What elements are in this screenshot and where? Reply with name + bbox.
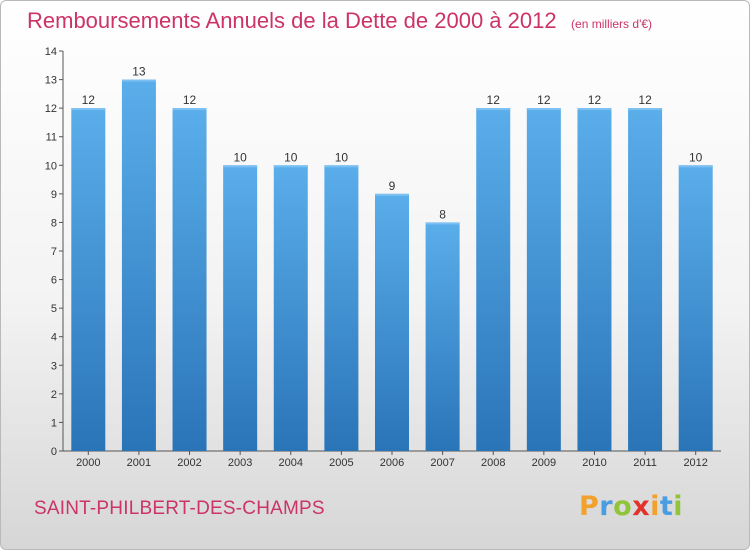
x-tick-label: 2008	[481, 457, 505, 469]
bar-value-label: 10	[689, 150, 703, 164]
y-tick-label: 4	[51, 332, 57, 344]
bar-top-edge	[324, 165, 359, 168]
bar-2008	[476, 108, 511, 452]
x-tick-label: 2003	[228, 457, 252, 469]
bar-2000	[71, 108, 106, 452]
bar-2011	[628, 108, 663, 452]
bar-top-edge	[628, 108, 663, 111]
x-tick-label: 2007	[430, 457, 454, 469]
logo-letter: i	[650, 491, 660, 522]
bar-value-label: 8	[439, 207, 446, 221]
bar-value-label: 10	[335, 150, 349, 164]
bar-2006	[375, 193, 409, 451]
y-tick-label: 5	[51, 303, 57, 315]
logo-letter: o	[613, 491, 633, 522]
bar-top-edge	[526, 108, 561, 111]
bar-2003	[223, 165, 258, 452]
chart-title-row: Remboursements Annuels de la Dette de 20…	[27, 8, 652, 34]
x-tick-label: 2012	[683, 457, 707, 469]
y-tick-label: 9	[51, 189, 57, 201]
bar-top-edge	[172, 108, 207, 111]
y-tick-label: 7	[51, 246, 57, 258]
bar-2002	[172, 108, 207, 452]
chart-bars: 12 13 12 10 10 10 9 8 12 12 12 12 10	[71, 65, 713, 452]
bar-top-edge	[273, 165, 308, 168]
bar-top-edge	[476, 108, 511, 111]
bar-top-edge	[425, 222, 460, 225]
bar-2004	[273, 165, 308, 452]
bar-value-label: 12	[537, 93, 551, 107]
x-tick-label: 2011	[633, 457, 657, 469]
logo-letter: r	[599, 491, 614, 522]
bar-2012	[678, 165, 713, 452]
y-tick-label: 12	[45, 103, 57, 115]
x-tick-label: 2010	[582, 457, 606, 469]
x-tick-label: 2002	[177, 457, 201, 469]
bar-value-label: 12	[638, 93, 652, 107]
chart-title: Remboursements Annuels de la Dette de 20…	[27, 8, 557, 33]
bar-top-edge	[223, 165, 258, 168]
y-tick-label: 13	[45, 75, 57, 87]
bar-2010	[577, 108, 612, 452]
chart-subtitle: (en milliers d'€)	[571, 17, 653, 31]
bar-2009	[526, 108, 561, 452]
x-tick-label: 2000	[76, 457, 100, 469]
x-tick-label: 2005	[329, 457, 353, 469]
x-tick-label: 2006	[380, 457, 404, 469]
x-tick-label: 2001	[127, 457, 151, 469]
y-tick-label: 3	[51, 360, 57, 372]
bar-top-edge	[678, 165, 713, 168]
bar-value-label: 12	[588, 93, 602, 107]
y-tick-label: 14	[45, 46, 57, 58]
commune-name: SAINT-PHILBERT-DES-CHAMPS	[34, 498, 325, 519]
y-tick-label: 6	[51, 275, 57, 287]
logo-letter: i	[673, 491, 684, 522]
bar-value-label: 12	[487, 93, 501, 107]
bar-value-label: 9	[389, 179, 396, 193]
bar-top-edge	[71, 108, 106, 111]
logo-letter: P	[579, 491, 600, 522]
x-tick-label: 2004	[279, 457, 303, 469]
y-tick-label: 8	[51, 217, 57, 229]
bar-top-edge	[375, 193, 409, 196]
bar-value-label: 12	[183, 93, 197, 107]
bar-value-label: 12	[82, 93, 96, 107]
bar-value-label: 10	[284, 150, 298, 164]
y-tick-label: 1	[51, 417, 57, 429]
logo-letter: t	[659, 491, 674, 522]
bar-top-edge	[577, 108, 612, 111]
bar-top-edge	[121, 79, 156, 82]
y-tick-label: 0	[51, 446, 57, 458]
bar-2001	[121, 79, 156, 452]
bar-value-label: 10	[233, 150, 247, 164]
proxiti-logo: Proxiti	[579, 491, 683, 522]
x-tick-label: 2009	[532, 457, 556, 469]
logo-letter: x	[632, 491, 651, 522]
bar-value-label: 13	[132, 65, 146, 79]
y-tick-label: 11	[46, 132, 57, 144]
y-tick-label: 10	[45, 160, 57, 172]
y-tick-label: 2	[51, 389, 57, 401]
bar-2005	[324, 165, 359, 452]
bar-2007	[425, 222, 460, 451]
